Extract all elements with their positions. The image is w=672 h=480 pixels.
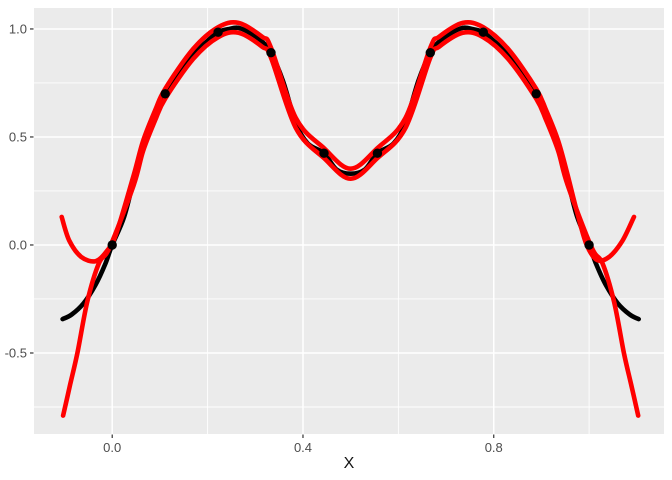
y-tick-label: 0.5 (9, 129, 27, 144)
red-fit-a-curve (59, 19, 637, 264)
data-point (372, 148, 383, 158)
data-point (319, 148, 329, 158)
axis-tick-labels: 0.0 0.4 0.8 -0.5 0.0 0.5 1.0 (5, 21, 503, 455)
y-tick-label: 0.0 (9, 237, 27, 252)
data-points (107, 27, 594, 250)
data-point (531, 89, 541, 99)
x-tick-label: 0.0 (103, 440, 121, 455)
data-point (160, 89, 170, 99)
data-point (584, 240, 594, 250)
data-point (107, 240, 117, 250)
x-axis-title: X (344, 455, 355, 472)
y-tick-label: 1.0 (9, 21, 27, 36)
data-point (266, 48, 276, 58)
data-point (425, 48, 435, 58)
fitted-curves (59, 19, 641, 418)
x-tick-label: 0.4 (294, 440, 312, 455)
x-tick-label: 0.8 (485, 440, 503, 455)
data-point (478, 27, 488, 37)
gridlines-minor (34, 8, 664, 434)
data-point (213, 27, 223, 37)
y-tick-label: -0.5 (5, 345, 27, 360)
axis-tick-marks (30, 28, 495, 438)
red-fit-b-curve (60, 29, 641, 418)
plot-panel (34, 8, 664, 434)
